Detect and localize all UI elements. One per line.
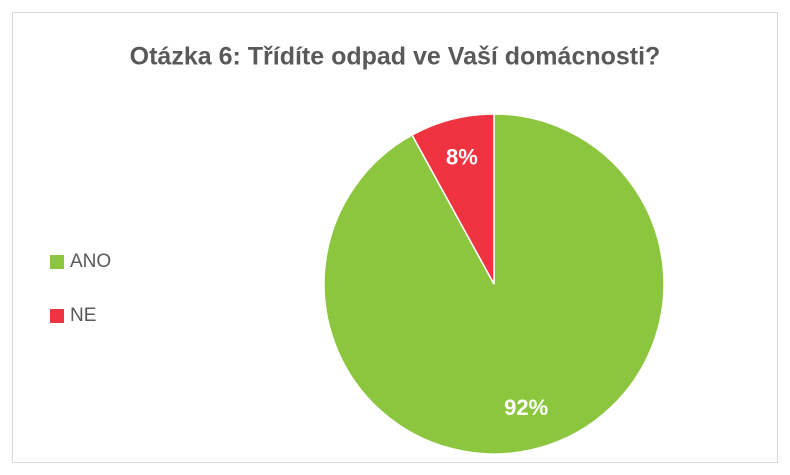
legend-label: NE (70, 305, 96, 326)
legend-label: ANO (70, 251, 111, 272)
data-label: 92% (504, 395, 548, 420)
pie-slice (411, 113, 495, 285)
data-label: 8% (446, 145, 478, 170)
chart-title: Otázka 6: Třídíte odpad ve Vaší domácnos… (130, 43, 661, 71)
pie-slice (323, 113, 665, 455)
legend-swatch (50, 309, 64, 323)
legend-swatch (50, 255, 64, 269)
